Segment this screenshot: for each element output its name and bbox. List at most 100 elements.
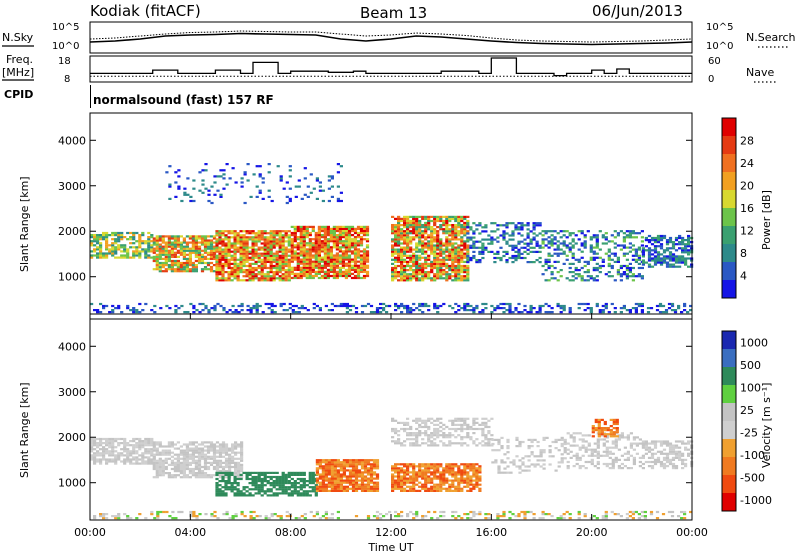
velocity-cell	[412, 483, 416, 486]
power-cell	[239, 242, 243, 245]
velocity-cell	[430, 463, 434, 466]
power-cell	[272, 234, 276, 237]
power-cell	[332, 258, 336, 261]
velocity-cell	[421, 473, 425, 476]
power-cell	[183, 187, 187, 190]
power-cell	[550, 277, 554, 280]
power-cell	[170, 270, 174, 273]
power-cell	[314, 274, 318, 278]
power-cell	[424, 302, 428, 306]
power-cell	[647, 259, 652, 262]
power-cell	[230, 230, 234, 233]
power-cell	[400, 246, 404, 249]
power-cell	[336, 171, 340, 174]
power-cell	[297, 179, 301, 182]
velocity-cell	[230, 471, 234, 474]
power-cell	[278, 244, 282, 247]
velocity-cell	[158, 470, 162, 473]
velocity-cell	[93, 458, 97, 461]
power-cell	[656, 257, 661, 260]
power-cell	[161, 264, 165, 267]
power-cell	[684, 243, 688, 246]
velocity-cell	[454, 477, 458, 480]
velocity-cell	[203, 463, 208, 466]
power-cell	[348, 309, 353, 312]
power-cell	[318, 309, 322, 312]
power-cell	[433, 264, 437, 268]
power-cell	[326, 225, 330, 228]
velocity-cell	[99, 462, 103, 465]
power-cell	[466, 279, 470, 282]
power-cell	[613, 236, 617, 239]
power-cell	[436, 264, 440, 268]
power-cell	[568, 234, 572, 237]
velocity-cell	[391, 469, 395, 472]
velocity-cell	[351, 469, 356, 472]
velocity-cell	[215, 461, 220, 464]
velocity-cell	[400, 485, 404, 488]
power-cell	[559, 252, 563, 255]
power-cell	[556, 246, 560, 249]
velocity-cell	[176, 453, 180, 456]
power-cell	[347, 262, 352, 265]
power-cell	[255, 311, 259, 314]
velocity-cell	[197, 447, 202, 450]
power-cell	[303, 167, 307, 170]
power-cell	[188, 249, 192, 252]
velocity-cell	[354, 465, 359, 468]
power-cell	[317, 252, 321, 255]
power-cell	[224, 252, 228, 255]
power-cell	[170, 251, 174, 254]
power-cell	[397, 248, 401, 251]
velocity-cell	[215, 463, 220, 466]
power-cell	[433, 240, 437, 243]
velocity-cell	[281, 490, 285, 493]
power-cell	[362, 268, 367, 271]
velocity-cell	[415, 475, 419, 478]
power-cell	[418, 264, 422, 268]
power-cell	[147, 248, 151, 251]
power-cell	[257, 279, 261, 282]
velocity-cell	[224, 453, 229, 456]
velocity-cell	[132, 437, 136, 441]
power-cell	[245, 260, 249, 263]
power-cell	[665, 263, 670, 266]
velocity-cell	[403, 440, 407, 443]
power-cell	[463, 254, 467, 257]
power-cell	[418, 224, 422, 227]
power-cell	[665, 261, 670, 264]
power-cell	[338, 227, 342, 230]
power-cell	[170, 253, 174, 256]
power-cell	[269, 232, 273, 235]
velocity-cell	[363, 469, 368, 472]
power-cell	[224, 262, 228, 265]
power-cell	[218, 238, 222, 241]
power-cell	[526, 232, 530, 235]
power-cell	[418, 221, 422, 225]
power-cell	[668, 247, 673, 250]
power-cell	[365, 234, 370, 237]
power-cell	[206, 245, 211, 248]
power-cell	[180, 199, 184, 203]
power-cell	[329, 246, 333, 249]
power-cell	[616, 256, 620, 259]
velocity-cell	[366, 489, 371, 492]
velocity-cell	[403, 475, 407, 478]
power-cell	[637, 232, 641, 235]
power-cell	[406, 244, 410, 247]
power-cell	[338, 274, 342, 278]
power-cell	[263, 258, 267, 261]
velocity-cell	[158, 451, 162, 454]
power-cell	[221, 256, 225, 259]
velocity-cell	[248, 482, 252, 485]
power-cell	[341, 240, 345, 243]
velocity-cell	[93, 456, 97, 459]
power-cell	[302, 254, 306, 257]
velocity-cell	[348, 465, 353, 468]
velocity-cell	[155, 451, 159, 454]
power-cell	[215, 234, 219, 237]
power-cell	[424, 224, 428, 227]
power-cell	[656, 253, 661, 256]
velocity-cell	[451, 471, 455, 474]
power-cell	[251, 271, 255, 274]
